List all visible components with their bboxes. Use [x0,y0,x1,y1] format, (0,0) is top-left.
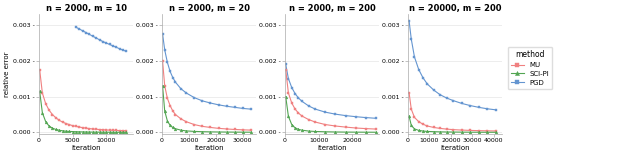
X-axis label: iteration: iteration [71,145,101,151]
Title: n = 2000, m = 10: n = 2000, m = 10 [45,4,127,13]
Title: n = 2000, m = 200: n = 2000, m = 200 [289,4,376,13]
X-axis label: iteration: iteration [195,145,224,151]
X-axis label: iteration: iteration [440,145,470,151]
Title: n = 2000, m = 20: n = 2000, m = 20 [168,4,250,13]
X-axis label: iteration: iteration [317,145,347,151]
Y-axis label: relative error: relative error [4,51,10,97]
Title: n = 20000, m = 200: n = 20000, m = 200 [409,4,501,13]
Legend: MU, SCI-PI, PGD: MU, SCI-PI, PGD [508,47,552,89]
